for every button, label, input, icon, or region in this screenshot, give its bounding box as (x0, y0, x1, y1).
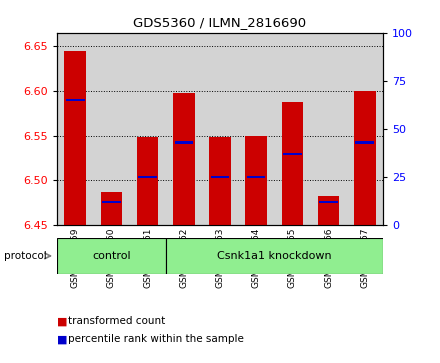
Bar (102, 201, 121, 203)
Text: Csnk1a1 knockdown: Csnk1a1 knockdown (217, 251, 332, 261)
Bar (211, 176, 229, 178)
Bar (246, 136, 267, 225)
Bar (139, 176, 157, 178)
FancyBboxPatch shape (166, 238, 383, 274)
Bar (101, 192, 122, 225)
Text: GDS5360 / ILMN_2816690: GDS5360 / ILMN_2816690 (133, 16, 307, 29)
Bar (173, 93, 194, 225)
Bar (175, 141, 193, 144)
FancyBboxPatch shape (57, 238, 166, 274)
Bar (247, 176, 265, 178)
Text: transformed count: transformed count (68, 316, 165, 326)
Text: percentile rank within the sample: percentile rank within the sample (68, 334, 244, 344)
Bar (209, 137, 231, 225)
Bar (282, 102, 303, 225)
Text: ■: ■ (57, 316, 68, 326)
Bar (318, 196, 339, 225)
Bar (137, 137, 158, 225)
Bar (319, 201, 338, 203)
Bar (356, 141, 374, 144)
Bar (283, 152, 301, 155)
Text: control: control (92, 251, 131, 261)
Bar (66, 99, 84, 101)
Bar (354, 91, 376, 225)
Text: ■: ■ (57, 334, 68, 344)
Bar (64, 50, 86, 225)
Text: protocol: protocol (4, 251, 47, 261)
